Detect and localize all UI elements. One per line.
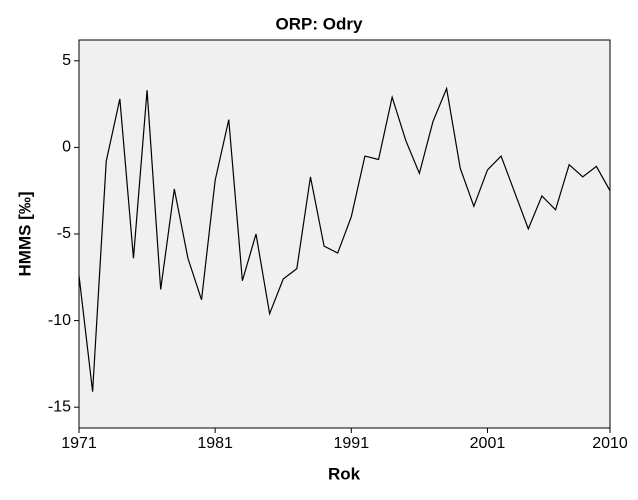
x-tick-label: 1971 xyxy=(61,435,97,452)
y-tick-label: 5 xyxy=(62,52,71,69)
x-axis-label: Rok xyxy=(328,464,361,483)
y-tick-label: 0 xyxy=(62,139,71,156)
line-series xyxy=(78,86,611,392)
y-tick-label: -15 xyxy=(48,398,71,415)
x-tick-label: 2001 xyxy=(470,435,506,452)
x-tick-label: 1991 xyxy=(334,435,370,452)
y-tick-label: -5 xyxy=(57,225,71,242)
x-tick-label: 1981 xyxy=(197,435,233,452)
x-tick-label: 2010 xyxy=(592,435,628,452)
chart-title: ORP: Odry xyxy=(276,14,363,33)
y-tick-label: -10 xyxy=(48,312,71,329)
y-axis-label: HMMS [‰] xyxy=(15,192,34,277)
